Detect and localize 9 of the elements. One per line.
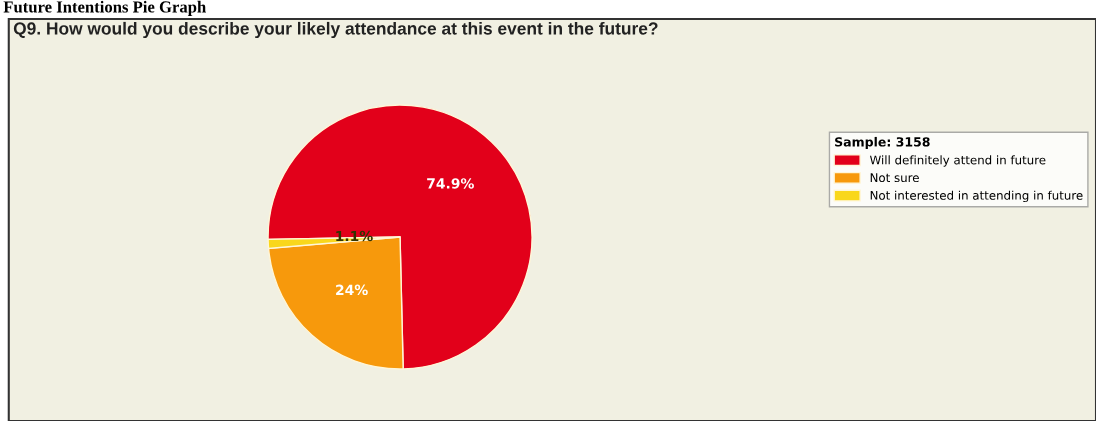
data-label: 74.9% bbox=[427, 178, 474, 189]
data-label: 24% bbox=[336, 284, 368, 296]
legend-label: Not sure bbox=[870, 173, 919, 183]
pie-slice bbox=[267, 104, 533, 370]
legend-label: Will definitely attend in future bbox=[869, 155, 1046, 167]
text: Future Intentions Pie Graph bbox=[3, 0, 206, 16]
chart-subtitle: Q9. How would you describe your likely attendance at this event in the future? bbox=[13, 21, 658, 39]
legend-title: Sample: 3158 bbox=[835, 136, 930, 150]
legend-label: Not interested in attending in future bbox=[870, 190, 1083, 203]
